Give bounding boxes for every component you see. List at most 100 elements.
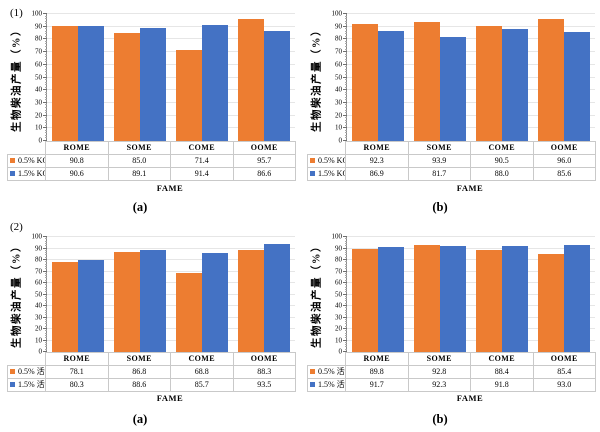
y-tick-label: 30 — [35, 98, 42, 107]
table-corner-cell — [7, 352, 46, 366]
legend-swatch — [10, 381, 15, 387]
y-minor-tick — [345, 91, 347, 93]
bar-0-5-koh-rome — [352, 23, 378, 141]
y-minor-tick — [45, 240, 47, 242]
category-header-oome: OOME — [232, 141, 296, 155]
y-minor-tick — [345, 104, 347, 106]
bar-group-some — [409, 237, 471, 352]
y-minor-tick — [45, 272, 47, 274]
y-minor-tick — [45, 106, 47, 108]
gridline — [347, 316, 595, 318]
y-minor-tick — [45, 56, 47, 58]
y-minor-tick — [45, 129, 47, 131]
y-minor-tick — [45, 122, 47, 124]
y-minor-tick — [45, 119, 47, 121]
y-minor-tick — [345, 129, 347, 131]
y-minor-tick — [45, 40, 47, 42]
y-minor-tick — [45, 291, 47, 293]
panel-number-label: (1) — [10, 7, 23, 19]
y-minor-tick — [45, 334, 47, 336]
y-minor-tick — [45, 265, 47, 267]
y-tick-mark — [343, 51, 347, 53]
y-minor-tick — [345, 344, 347, 346]
y-minor-tick — [45, 314, 47, 316]
y-tick-label: 90 — [35, 244, 42, 252]
gridline — [47, 63, 295, 65]
gridline — [347, 282, 595, 283]
y-minor-tick — [345, 268, 347, 270]
legend-key-1-5-活性炭: 1.5% 活性炭 — [307, 378, 346, 392]
y-minor-tick — [45, 30, 47, 32]
gridline — [347, 339, 595, 341]
y-tick-label: 100 — [31, 9, 43, 18]
value-cell-come: 88.4 — [470, 365, 534, 379]
y-tick-mark — [343, 63, 347, 65]
chart-caption: (b) — [432, 412, 448, 426]
y-minor-tick — [45, 33, 47, 35]
y-minor-tick — [345, 263, 347, 265]
gridline — [47, 51, 295, 53]
x-axis-title: FAME — [156, 183, 184, 193]
y-minor-tick — [345, 242, 347, 244]
plot-area: 0 10 20 30 40 50 60 70 80 90 100 — [332, 10, 595, 144]
y-minor-tick — [45, 275, 47, 277]
y-minor-tick — [345, 330, 347, 332]
y-minor-tick — [345, 275, 347, 277]
y-axis-title: 生物柴油产量（%） — [11, 24, 23, 132]
y-tick-label: 30 — [335, 98, 342, 107]
chart-2b: 生物柴油产量（%） 0 10 20 30 40 50 60 70 80 90 100 ROME SOM… — [300, 216, 600, 432]
y-tick-mark — [43, 38, 47, 40]
gridline — [47, 316, 295, 318]
category-header-come: COME — [170, 352, 234, 366]
y-minor-tick — [45, 104, 47, 106]
y-tick-label: 100 — [331, 232, 343, 241]
value-cell-oome: 96.0 — [532, 154, 596, 168]
bar-1-5-活性炭-come — [502, 246, 528, 352]
y-minor-tick — [345, 300, 347, 302]
y-tick-label: 40 — [35, 85, 42, 94]
y-minor-tick — [45, 254, 47, 256]
y-minor-tick — [345, 20, 347, 22]
value-cell-oome: 88.3 — [232, 365, 296, 379]
bar-0-5-koh-oome — [538, 19, 564, 141]
value-cell-come: 68.8 — [170, 365, 234, 379]
value-cell-come: 90.5 — [470, 154, 534, 168]
y-minor-tick — [45, 256, 47, 258]
gridline — [47, 293, 295, 295]
y-minor-tick — [45, 286, 47, 288]
legend-swatch — [10, 368, 15, 374]
y-minor-tick — [45, 279, 47, 281]
y-minor-tick — [345, 66, 347, 68]
y-tick-mark — [43, 247, 47, 249]
table-corner-cell — [307, 352, 346, 366]
y-minor-tick — [45, 300, 47, 302]
y-minor-tick — [45, 18, 47, 20]
x-axis-title: FAME — [456, 183, 484, 193]
y-tick-mark — [43, 25, 47, 27]
value-cell-oome: 86.6 — [232, 167, 296, 181]
y-tick-mark — [43, 63, 47, 65]
y-minor-tick — [45, 330, 47, 332]
category-header-some: SOME — [407, 352, 471, 366]
y-minor-tick — [45, 109, 47, 111]
y-tick-mark — [343, 247, 347, 249]
gridline — [47, 127, 295, 129]
y-minor-tick — [345, 307, 347, 309]
y-tick-label: 60 — [35, 60, 42, 69]
y-tick-label: 40 — [35, 301, 42, 310]
bar-0-5-活性炭-some — [414, 245, 440, 352]
y-tick-label: 0 — [338, 136, 343, 145]
gridline — [347, 127, 595, 129]
y-minor-tick — [45, 99, 47, 101]
category-header-come: COME — [170, 141, 234, 155]
value-cell-rome: 92.3 — [345, 154, 409, 168]
plot-area: 0 10 20 30 40 50 60 70 80 90 100 — [332, 233, 595, 355]
y-tick-label: 30 — [335, 313, 342, 321]
y-minor-tick — [345, 46, 347, 48]
legend-label: 0.5% KOH — [18, 156, 45, 165]
gridline — [347, 270, 595, 272]
y-tick-label: 80 — [335, 255, 342, 264]
y-minor-tick — [345, 137, 347, 139]
y-minor-tick — [345, 15, 347, 17]
